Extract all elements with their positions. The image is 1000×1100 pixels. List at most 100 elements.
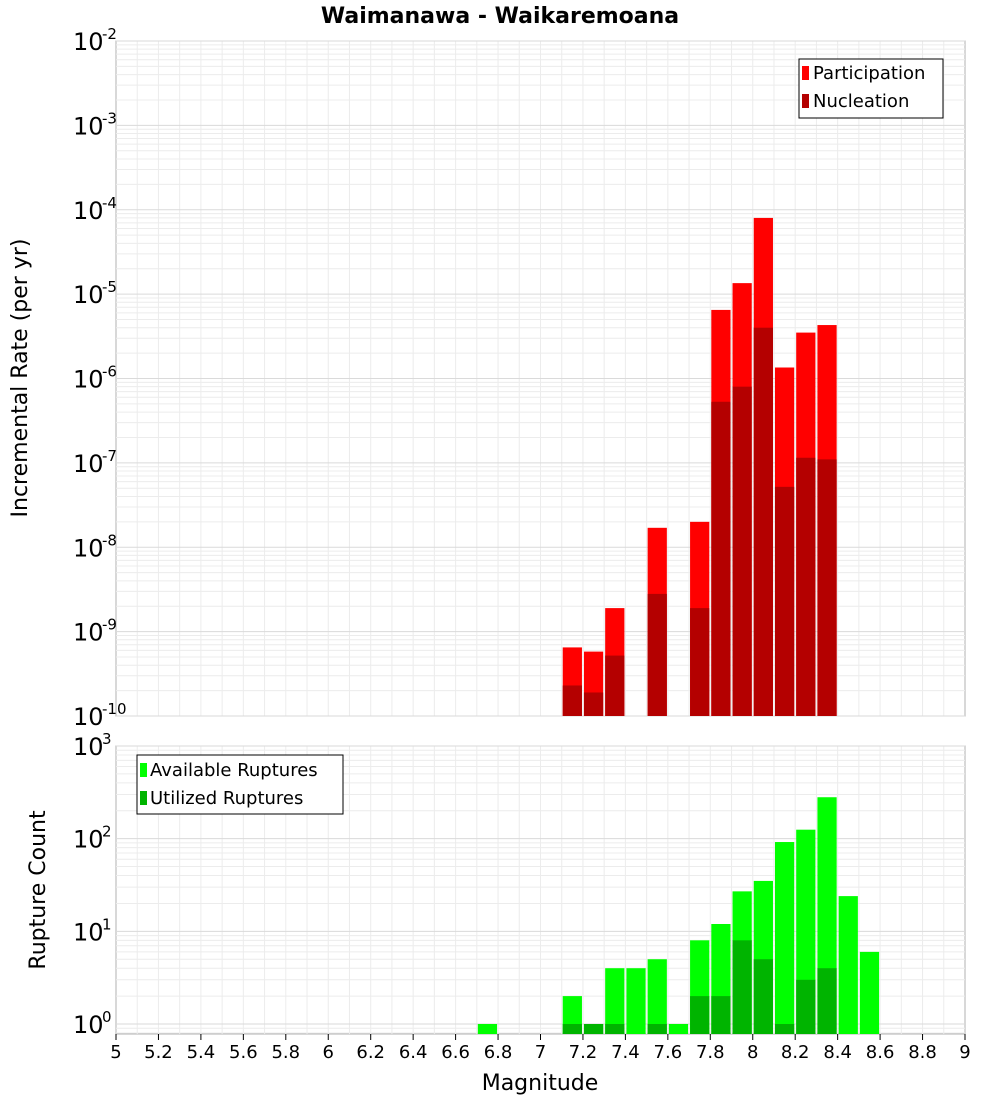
count-bar-utilized-ruptures: [690, 996, 710, 1034]
x-tick-label: 9: [959, 1042, 970, 1063]
rate-y-tick-label: 10: [73, 281, 104, 309]
x-tick-label: 5.4: [187, 1042, 216, 1063]
x-tick-label: 5.8: [271, 1042, 300, 1063]
count-y-tick-exponent: 3: [102, 730, 112, 748]
count-bar-available-ruptures: [859, 951, 880, 1034]
count-y-tick-label: 10: [73, 918, 104, 946]
count-legend: Available Ruptures Utilized Ruptures: [136, 754, 344, 815]
rate-y-tick-label: 10: [73, 703, 104, 731]
rate-bar-nucleation: [711, 401, 731, 716]
rate-y-tick-exponent: -9: [102, 616, 117, 634]
x-tick-label: 8.4: [823, 1042, 852, 1063]
x-tick-label: 5.6: [229, 1042, 258, 1063]
rate-y-tick-label: 10: [73, 112, 104, 140]
rate-y-tick-label: 10: [73, 619, 104, 647]
x-tick-label: 6.8: [484, 1042, 513, 1063]
x-tick-label: 7.6: [654, 1042, 683, 1063]
count-y-axis-label: Rupture Count: [26, 810, 51, 970]
count-bar-utilized-ruptures: [605, 1024, 625, 1034]
rate-bar-nucleation: [690, 608, 710, 716]
count-gridlines: [116, 745, 965, 1034]
rate-y-tick-label: 10: [73, 28, 104, 56]
count-legend-box: [136, 754, 344, 815]
count-bar-available-ruptures: [838, 896, 858, 1034]
count-bars: [477, 797, 880, 1034]
rate-y-tick-exponent: -2: [102, 25, 117, 43]
rate-bar-nucleation: [796, 457, 816, 716]
count-bar-utilized-ruptures: [583, 1024, 604, 1034]
x-tick-label: 7.4: [611, 1042, 640, 1063]
count-y-tick-exponent: 0: [102, 1008, 112, 1026]
rate-y-tick-exponent: -10: [102, 700, 127, 718]
rate-y-tick-exponent: -3: [102, 109, 117, 127]
rate-legend-box: [798, 58, 944, 119]
x-tick-label: 6.6: [441, 1042, 470, 1063]
rate-bar-nucleation: [732, 386, 752, 716]
rate-y-tick-exponent: -8: [102, 531, 117, 549]
count-y-tick-label: 10: [73, 826, 104, 854]
rate-y-tick-exponent: -5: [102, 278, 117, 296]
utilized-legend-swatch: [140, 791, 147, 805]
participation-legend-swatch: [802, 66, 809, 80]
count-y-tick-label: 10: [73, 733, 104, 761]
count-bar-utilized-ruptures: [796, 979, 816, 1034]
count-bar-available-ruptures: [626, 968, 646, 1034]
x-tick-label: 7: [535, 1042, 546, 1063]
count-bar-available-ruptures: [477, 1024, 498, 1034]
x-tick-label: 6.4: [399, 1042, 428, 1063]
count-bar-available-ruptures: [668, 1024, 689, 1034]
rate-bars: [562, 217, 837, 716]
count-bar-utilized-ruptures: [562, 1024, 582, 1034]
nucleation-legend-swatch: [802, 94, 809, 108]
available-legend-label: Available Ruptures: [150, 760, 318, 781]
participation-legend-label: Participation: [813, 63, 925, 84]
x-tick-label: 6.2: [356, 1042, 385, 1063]
count-y-tick-exponent: 1: [102, 915, 112, 933]
utilized-legend-label: Utilized Ruptures: [150, 788, 303, 809]
count-bar-utilized-ruptures: [774, 1024, 795, 1034]
rate-y-tick-exponent: -7: [102, 447, 117, 465]
count-bar-utilized-ruptures: [647, 1024, 667, 1034]
x-tick-label: 8.6: [866, 1042, 895, 1063]
x-tick-label: 5.2: [144, 1042, 173, 1063]
count-bar-utilized-ruptures: [753, 959, 773, 1034]
count-bar-available-ruptures: [774, 842, 795, 1034]
rate-y-axis-label: Incremental Rate (per yr): [8, 239, 33, 518]
rate-y-tick-label: 10: [73, 197, 104, 225]
rate-y-tick-label: 10: [73, 534, 104, 562]
rate-y-tick-label: 10: [73, 366, 104, 394]
x-tick-label: 8.8: [908, 1042, 937, 1063]
rate-legend: Participation Nucleation: [798, 58, 944, 119]
rate-bar-nucleation: [753, 327, 773, 716]
count-y-tick-label: 10: [73, 1011, 104, 1039]
count-bar-available-ruptures: [647, 959, 667, 1034]
rate-y-tick-exponent: -4: [102, 194, 117, 212]
x-axis-label: Magnitude: [482, 1071, 599, 1096]
rate-bar-nucleation: [774, 486, 795, 716]
rate-gridlines: [116, 40, 965, 717]
chart-title: Waimanawa - Waikaremoana: [321, 4, 679, 29]
rate-y-tick-label: 10: [73, 450, 104, 478]
x-tick-label: 8.2: [781, 1042, 810, 1063]
x-tick-label: 6: [323, 1042, 334, 1063]
rate-bar-nucleation: [817, 459, 837, 716]
x-tick-label: 7.2: [569, 1042, 598, 1063]
x-tick-labels: 5 5.2 5.4 5.6 5.8 6 6.2 6.4 6.6 6.8 7 7.2 7.4 7.6 7.8 8…: [110, 1034, 971, 1063]
count-bar-available-ruptures: [605, 968, 625, 1034]
count-y-tick-exponent: 2: [102, 823, 112, 841]
count-bar-utilized-ruptures: [817, 968, 837, 1034]
rate-bar-nucleation: [605, 655, 625, 716]
x-tick-label: 8: [747, 1042, 758, 1063]
available-legend-swatch: [140, 763, 147, 777]
rate-bar-nucleation: [562, 685, 582, 716]
nucleation-legend-label: Nucleation: [813, 91, 909, 112]
rate-y-tick-exponent: -6: [102, 363, 117, 381]
count-bar-utilized-ruptures: [711, 996, 731, 1034]
count-bar-utilized-ruptures: [732, 940, 752, 1034]
rate-bar-nucleation: [583, 692, 604, 716]
